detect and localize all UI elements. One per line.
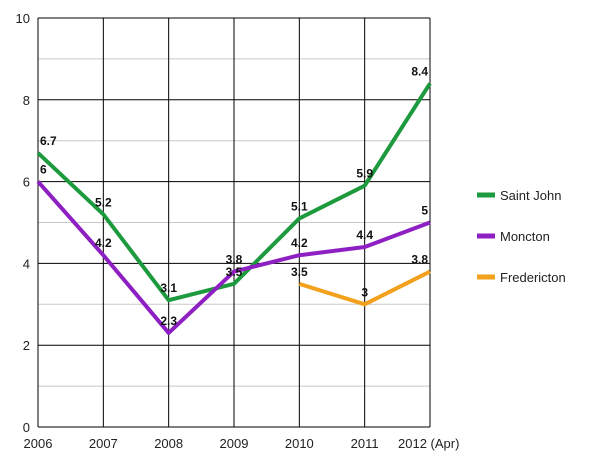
series-lines bbox=[36, 82, 432, 335]
data-label: 5.1 bbox=[291, 199, 308, 213]
x-tick-label: 2007 bbox=[89, 436, 118, 451]
data-label: 3 bbox=[361, 285, 368, 299]
data-label: 6 bbox=[40, 163, 47, 177]
x-axis-tick-labels: 2006 2007 2008 2009 2010 2011 2012 (Apr) bbox=[24, 436, 460, 451]
y-tick-label: 8 bbox=[23, 93, 30, 108]
legend-label: Moncton bbox=[500, 229, 550, 244]
y-tick-label: 2 bbox=[23, 338, 30, 353]
data-label: 5 bbox=[421, 204, 428, 218]
legend-label: Saint John bbox=[500, 188, 561, 203]
data-label: 4.2 bbox=[95, 236, 112, 250]
data-label: 6.7 bbox=[40, 134, 57, 148]
series-line-fredericton bbox=[298, 269, 431, 307]
legend-label: Fredericton bbox=[500, 270, 566, 285]
legend: Saint John Moncton Fredericton bbox=[477, 188, 566, 285]
x-tick-label: 2006 bbox=[24, 436, 53, 451]
y-axis-tick-labels: 0 2 4 6 8 10 bbox=[16, 11, 30, 435]
data-label: 4.4 bbox=[356, 228, 373, 242]
y-tick-label: 4 bbox=[23, 256, 30, 271]
y-tick-label: 6 bbox=[23, 175, 30, 190]
data-label: 3.8 bbox=[411, 253, 428, 267]
x-tick-label: 2011 bbox=[351, 436, 379, 451]
x-tick-label: 2009 bbox=[220, 436, 249, 451]
x-tick-label: 2010 bbox=[285, 436, 314, 451]
data-labels: 6.7 5.2 3.1 3.5 5.1 5.9 8.4 6 4.2 2.3 3.8 4.2 4.4 5 3.… bbox=[40, 64, 428, 327]
data-label: 3.1 bbox=[160, 281, 177, 295]
series-line-moncton bbox=[36, 180, 431, 335]
y-tick-label: 0 bbox=[23, 420, 30, 435]
data-label: 4.2 bbox=[291, 236, 308, 250]
data-label: 3.8 bbox=[226, 253, 243, 267]
series-line-saint-john bbox=[36, 82, 432, 303]
data-label: 3.5 bbox=[291, 265, 308, 279]
data-label: 8.4 bbox=[411, 64, 428, 78]
data-label: 2.3 bbox=[160, 314, 177, 328]
x-tick-label: 2008 bbox=[154, 436, 183, 451]
y-tick-label: 10 bbox=[16, 11, 30, 26]
data-label: 5.9 bbox=[356, 167, 373, 181]
x-tick-label: 2012 (Apr) bbox=[398, 436, 459, 451]
data-label: 3.5 bbox=[226, 265, 243, 279]
data-label: 5.2 bbox=[95, 195, 112, 209]
